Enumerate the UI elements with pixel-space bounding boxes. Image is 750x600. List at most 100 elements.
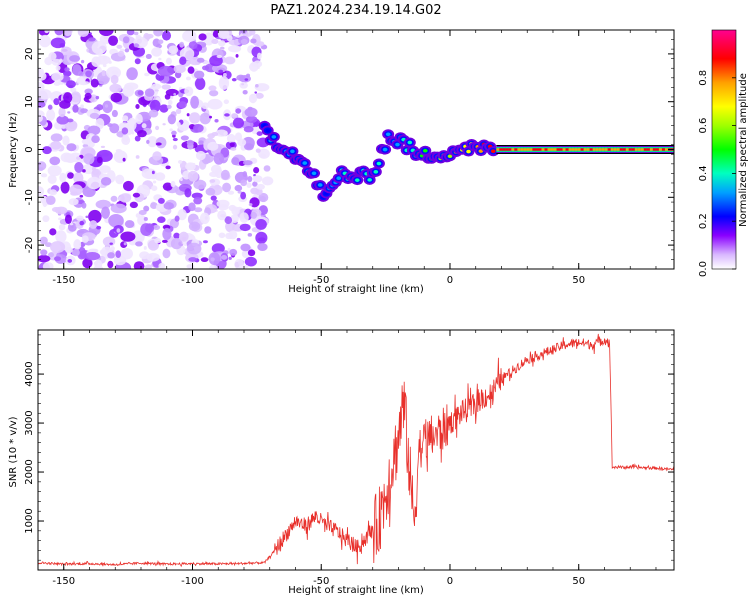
trace-blob-core (271, 135, 277, 139)
noise-blob (228, 45, 242, 53)
noise-blob (73, 239, 82, 250)
noise-blob (193, 179, 207, 190)
trace-blob-core (290, 149, 295, 154)
trace-band-core (532, 148, 537, 151)
noise-blob (95, 199, 111, 209)
noise-blob (198, 33, 207, 41)
noise-blob (168, 45, 179, 55)
y-tick-label: 3000 (24, 410, 35, 435)
noise-blob (115, 174, 125, 185)
noise-blob (170, 180, 176, 188)
noise-blob (127, 117, 137, 131)
noise-blob (184, 86, 194, 97)
noise-blob (38, 101, 46, 108)
noise-blob (218, 69, 224, 74)
spectrogram-x-label: Height of straight line (km) (288, 284, 424, 295)
trace-blob-core (385, 132, 391, 137)
noise-blob (55, 65, 61, 71)
trace-band-core (499, 148, 504, 151)
noise-blob (134, 58, 141, 65)
noise-blob (171, 130, 177, 136)
trace-blob-core (407, 140, 413, 145)
trace-band-core (646, 148, 651, 151)
noise-blob (193, 70, 205, 79)
noise-blob (179, 56, 187, 65)
noise-blob (48, 252, 54, 258)
noise-blob (165, 57, 172, 65)
noise-blob (263, 165, 271, 172)
noise-blob (89, 220, 98, 229)
trace-band-core (568, 148, 573, 151)
y-tick-label: 0 (24, 146, 35, 152)
noise-blob (67, 259, 73, 263)
noise-blob (80, 59, 85, 64)
spectrogram-x-axis: -150 -100 -50 0 50 (37, 30, 657, 286)
noise-blob (236, 237, 241, 242)
spectrogram-trace (258, 120, 674, 202)
trace-band-core (643, 148, 648, 151)
noise-blob (157, 65, 175, 77)
noise-blob (135, 241, 143, 247)
noise-blob (217, 30, 230, 40)
noise-blob (188, 202, 196, 212)
noise-blob (39, 236, 48, 245)
noise-blob (91, 166, 96, 172)
noise-blob (120, 231, 136, 242)
noise-blob (124, 220, 135, 229)
noise-blob (252, 181, 258, 187)
noise-blob (70, 191, 79, 196)
noise-blob (216, 199, 230, 208)
noise-blob (152, 224, 161, 231)
noise-blob (240, 243, 251, 252)
noise-blob (82, 169, 86, 173)
noise-blob (151, 185, 158, 191)
noise-blob (64, 120, 78, 132)
trace-band-core (574, 148, 579, 151)
noise-blob (66, 143, 77, 152)
trace-band-core (565, 148, 570, 151)
noise-blob (179, 41, 185, 48)
noise-blob (58, 217, 62, 221)
noise-blob (202, 65, 210, 71)
snr-plot-area (38, 330, 674, 570)
noise-blob (173, 232, 180, 239)
noise-blob (247, 233, 253, 237)
noise-blob (214, 167, 223, 179)
colorbar-tick-label: 0.8 (698, 70, 709, 86)
noise-blob (196, 57, 205, 63)
x-tick-label: 0 (447, 275, 453, 286)
noise-blob (81, 235, 89, 243)
noise-blob (76, 215, 84, 222)
noise-blob (211, 63, 228, 73)
noise-blob (40, 173, 48, 178)
y-tick-label: -10 (24, 189, 35, 205)
trace-blob-core (422, 148, 428, 153)
noise-blob (236, 35, 241, 38)
trace-band-core (631, 148, 636, 151)
spectrogram-y-axis: -20 -10 0 10 20 (24, 29, 674, 270)
noise-blob (240, 191, 247, 200)
noise-blob (220, 169, 230, 180)
trace-band-core (616, 148, 621, 151)
noise-blob (173, 64, 186, 74)
trace-band-core (562, 148, 567, 151)
noise-blob (257, 237, 266, 242)
noise-blob (231, 113, 238, 118)
noise-blob (182, 30, 197, 43)
noise-blob (248, 30, 256, 36)
noise-blob (214, 184, 221, 190)
noise-blob (38, 34, 51, 48)
noise-blob (79, 194, 84, 198)
noise-blob (99, 30, 114, 36)
trace-band-core (598, 148, 603, 151)
noise-blob (84, 92, 92, 100)
figure-title: PAZ1.2024.234.19.14.G02 (270, 3, 441, 18)
noise-blob (209, 115, 213, 119)
trace-band-core (535, 148, 540, 151)
noise-blob (245, 115, 258, 124)
colorbar-label: Normalized spectral amplitude (738, 73, 749, 227)
noise-blob (184, 188, 192, 198)
noise-blob (256, 52, 262, 60)
noise-blob (113, 150, 128, 164)
noise-blob (50, 133, 63, 142)
